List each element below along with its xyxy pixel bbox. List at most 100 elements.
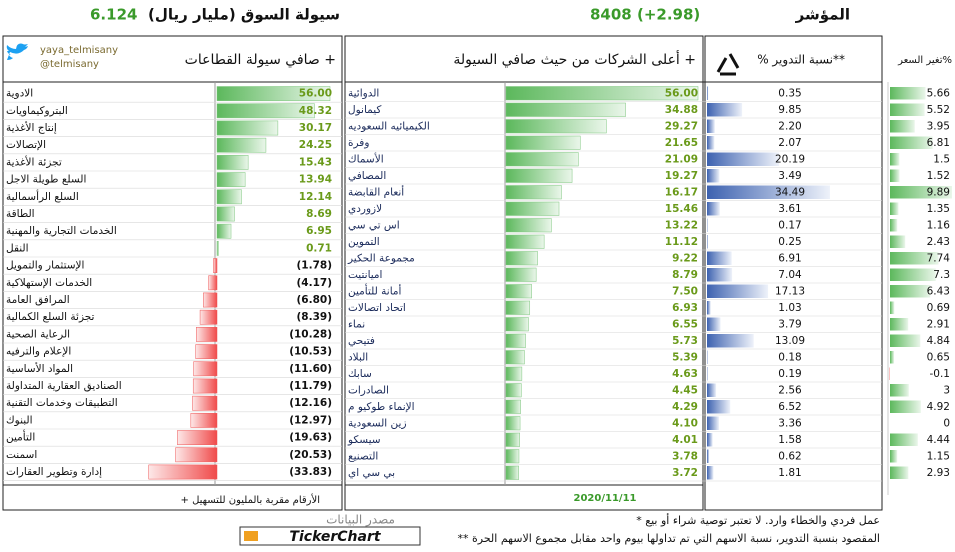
liquidity-value: 11.12 <box>665 236 698 248</box>
price-value: 1.5 <box>933 153 950 165</box>
liquidity-bar <box>505 432 520 447</box>
price-bar <box>890 285 931 298</box>
bar <box>196 327 218 342</box>
price-value: 9.89 <box>927 186 950 198</box>
bar <box>213 258 218 273</box>
sector-name: السلع الرأسمالية <box>6 189 79 203</box>
price-bar <box>890 384 909 397</box>
index-title: المؤشر <box>795 6 850 24</box>
price-value: 7.3 <box>933 269 950 281</box>
sector-value: (12.16) <box>289 397 332 409</box>
turnover-value: 13.09 <box>775 335 805 347</box>
liquidity-value: 3.78 <box>672 450 698 462</box>
sector-value: 15.43 <box>299 156 332 168</box>
company-name: الإنماء طوكيو م <box>348 401 415 413</box>
sector-value: 13.94 <box>299 174 332 186</box>
company-name: لازوردي <box>348 203 382 215</box>
company-name: اميانتيت <box>348 269 382 281</box>
liquidity-bar <box>505 86 699 101</box>
price-value: 3 <box>943 384 950 396</box>
liquidity-bar <box>505 284 532 299</box>
turnover-value: 6.91 <box>778 252 801 264</box>
bar <box>199 309 218 325</box>
sector-value: (11.79) <box>289 380 332 392</box>
bar <box>175 447 218 463</box>
company-name: أمانة للتأمين <box>348 283 402 297</box>
liquidity-bar <box>505 366 523 381</box>
sector-value: (8.39) <box>296 311 332 323</box>
price-bar <box>890 466 909 479</box>
price-bar <box>890 153 900 166</box>
liquidity-value: 5.73 <box>672 335 698 347</box>
turnover-value: 1.03 <box>778 302 801 314</box>
sector-value: (1.78) <box>296 260 332 272</box>
liquidity-bar <box>505 267 537 282</box>
sector-value: 48.32 <box>299 105 332 117</box>
turnover-value: 1.58 <box>778 434 801 446</box>
sector-name: الإستثمار والتمويل <box>6 260 84 272</box>
sector-value: (11.60) <box>289 363 332 375</box>
price-bar <box>890 136 933 149</box>
sectors-note: + الأرقام مقربة بالمليون للتسهيل <box>181 493 321 506</box>
sector-name: تجزئة السلع الكمالية <box>6 311 95 323</box>
company-name: فتيحي <box>348 335 375 347</box>
sector-value: (33.83) <box>289 466 332 478</box>
bar <box>192 395 218 411</box>
liquidity-bar <box>505 300 531 315</box>
bar <box>216 206 235 222</box>
company-name: المصافي <box>348 170 386 182</box>
sector-name: البنوك <box>6 414 33 426</box>
price-bar <box>890 318 909 331</box>
liquidity-value: 4.63 <box>672 368 698 380</box>
sector-value: (10.53) <box>289 346 332 358</box>
company-name: نماء <box>348 318 365 330</box>
turnover-value: 0.35 <box>778 87 801 99</box>
price-value: 3.95 <box>927 120 950 132</box>
liquidity-value: 4.01 <box>672 434 698 446</box>
company-name: اتحاد اتصالات <box>348 302 406 314</box>
companies-panel <box>344 35 704 511</box>
sector-value: (12.97) <box>289 414 332 426</box>
sector-name: تجزئة الأغذية <box>6 155 62 168</box>
sectors-title: صافي سيولة القطاعات + <box>185 52 336 68</box>
sector-name: السلع طويلة الاجل <box>6 174 86 186</box>
turnover-value: 0.19 <box>778 368 801 380</box>
price-value: 1.52 <box>927 170 950 182</box>
bar <box>195 344 218 359</box>
sector-value: 24.25 <box>299 139 332 151</box>
price-header: تغير السعر% <box>897 55 952 66</box>
price-value: 6.81 <box>927 137 950 149</box>
turnover-bar <box>707 433 713 447</box>
twitter-icon <box>6 43 28 60</box>
sector-value: 56.00 <box>299 88 332 100</box>
footnote: ** المقصود بنسبة التدوير، نسبة الاسهم ال… <box>458 532 881 545</box>
price-value: 7.74 <box>927 252 951 264</box>
liquidity-bar <box>505 465 520 480</box>
sector-name: المرافق العامة <box>6 294 70 306</box>
liquidity-bar <box>505 383 522 398</box>
price-value: 4.84 <box>927 335 951 347</box>
liquidity-value: 6.55 <box>672 318 698 330</box>
bar <box>216 223 232 239</box>
turnover-bar <box>707 169 720 183</box>
sector-name: الخدمات التجارية والمهنية <box>6 225 117 237</box>
sector-value: 6.95 <box>306 225 332 237</box>
price-value: -0.1 <box>930 368 951 380</box>
sector-value: (6.80) <box>296 294 332 306</box>
turnover-value: 0.62 <box>778 450 801 462</box>
liquidity-bar <box>505 152 579 167</box>
sector-name: الرعاية الصحية <box>6 328 70 340</box>
company-name: الصادرات <box>348 384 389 396</box>
liquidity-value: 4.29 <box>672 401 698 413</box>
company-name: وفرة <box>348 137 369 149</box>
price-bar <box>890 351 895 364</box>
index-value: 8408 (+2.98) <box>590 6 700 24</box>
turnover-value: 34.49 <box>775 186 805 198</box>
price-bar <box>890 219 898 232</box>
sector-name: التطبيقات وخدمات التقنية <box>6 397 118 409</box>
liquidity-bar <box>505 449 520 464</box>
sector-name: الصناديق العقارية المتداولة <box>6 380 122 392</box>
date: 2020/11/11 <box>574 493 637 504</box>
price-value: 5.52 <box>927 104 950 116</box>
